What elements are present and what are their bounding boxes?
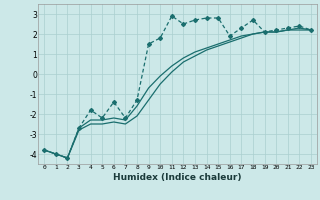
X-axis label: Humidex (Indice chaleur): Humidex (Indice chaleur) — [113, 173, 242, 182]
